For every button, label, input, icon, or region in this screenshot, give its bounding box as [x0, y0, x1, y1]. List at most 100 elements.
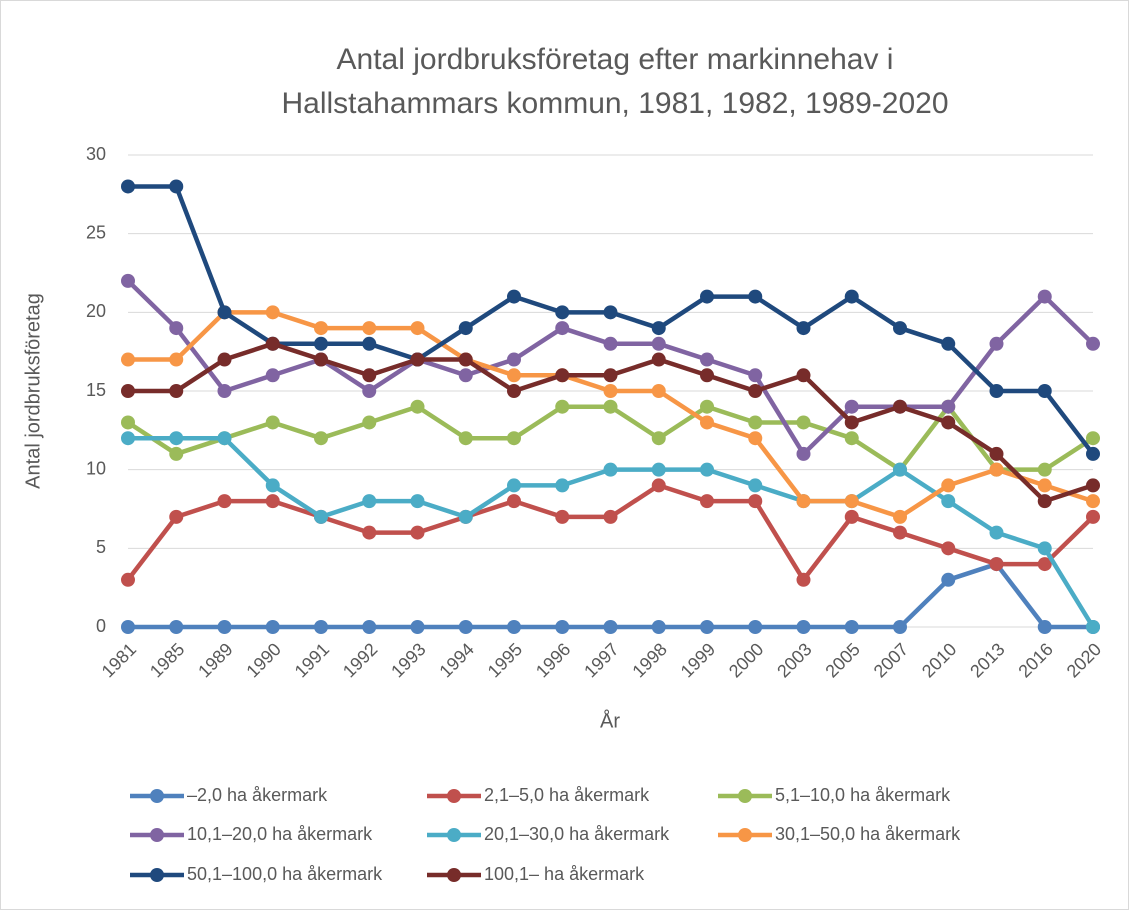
data-point: [507, 478, 521, 493]
data-point: [314, 509, 328, 524]
legend-marker: [738, 789, 752, 803]
data-point: [362, 321, 377, 336]
data-point: [555, 478, 570, 493]
y-tick-label: 10: [86, 458, 106, 478]
data-point: [217, 620, 232, 634]
data-point: [410, 525, 425, 540]
data-point: [121, 179, 135, 194]
data-point: [748, 368, 763, 383]
data-point: [217, 494, 232, 509]
data-point: [893, 321, 907, 336]
data-point: [603, 384, 618, 398]
data-point: [1086, 431, 1100, 446]
data-point: [700, 620, 714, 634]
data-point: [651, 384, 666, 398]
data-point: [989, 462, 1004, 477]
data-point: [1086, 478, 1100, 493]
data-point: [989, 384, 1004, 398]
data-point: [700, 399, 714, 414]
data-point: [844, 509, 859, 524]
data-point: [1086, 446, 1100, 461]
data-point: [651, 431, 666, 446]
data-point: [748, 478, 763, 493]
legend-label: 30,1–50,0 ha åkermark: [775, 824, 961, 844]
data-point: [507, 352, 521, 367]
data-point: [555, 321, 570, 336]
data-point: [748, 620, 763, 634]
legend-marker: [738, 828, 752, 842]
data-point: [314, 352, 328, 367]
data-point: [410, 352, 425, 367]
y-tick-label: 25: [86, 222, 106, 242]
data-point: [458, 509, 473, 524]
data-point: [651, 352, 666, 367]
data-point: [1037, 557, 1052, 572]
data-point: [217, 352, 232, 367]
data-point: [748, 431, 763, 446]
data-point: [1037, 541, 1052, 556]
data-point: [1086, 494, 1100, 509]
data-point: [217, 384, 232, 398]
data-point: [314, 620, 328, 634]
data-point: [265, 494, 280, 509]
legend-marker: [150, 868, 164, 882]
data-point: [1086, 509, 1100, 524]
data-point: [121, 415, 135, 430]
data-point: [555, 399, 570, 414]
data-point: [121, 384, 135, 398]
data-point: [314, 321, 328, 336]
data-point: [844, 494, 859, 509]
data-point: [362, 415, 377, 430]
data-point: [700, 368, 714, 383]
data-point: [796, 572, 811, 587]
data-point: [265, 478, 280, 493]
data-point: [314, 336, 328, 351]
data-point: [458, 620, 473, 634]
data-point: [603, 509, 618, 524]
data-point: [700, 494, 714, 509]
data-point: [362, 368, 377, 383]
data-point: [265, 415, 280, 430]
data-point: [362, 494, 377, 509]
data-point: [121, 352, 135, 367]
data-point: [555, 620, 570, 634]
data-point: [507, 384, 521, 398]
data-point: [555, 305, 570, 320]
data-point: [458, 431, 473, 446]
data-point: [169, 620, 184, 634]
data-point: [748, 384, 763, 398]
data-point: [265, 620, 280, 634]
data-point: [893, 620, 907, 634]
data-point: [265, 305, 280, 320]
data-point: [941, 478, 956, 493]
data-point: [217, 305, 232, 320]
data-point: [941, 399, 956, 414]
data-point: [748, 494, 763, 509]
data-point: [603, 620, 618, 634]
data-point: [458, 352, 473, 367]
legend-label: 50,1–100,0 ha åkermark: [187, 864, 383, 884]
data-point: [458, 321, 473, 336]
legend-label: 10,1–20,0 ha åkermark: [187, 824, 373, 844]
legend-label: 5,1–10,0 ha åkermark: [775, 785, 951, 805]
data-point: [410, 620, 425, 634]
data-point: [700, 289, 714, 304]
data-point: [1037, 289, 1052, 304]
data-point: [169, 446, 184, 461]
data-point: [796, 494, 811, 509]
legend-marker: [150, 828, 164, 842]
data-point: [700, 462, 714, 477]
data-point: [603, 336, 618, 351]
data-point: [169, 431, 184, 446]
legend-label: 20,1–30,0 ha åkermark: [484, 824, 670, 844]
data-point: [941, 494, 956, 509]
data-point: [1037, 620, 1052, 634]
data-point: [844, 399, 859, 414]
data-point: [651, 620, 666, 634]
data-point: [796, 446, 811, 461]
data-point: [169, 384, 184, 398]
data-point: [893, 462, 907, 477]
data-point: [362, 336, 377, 351]
